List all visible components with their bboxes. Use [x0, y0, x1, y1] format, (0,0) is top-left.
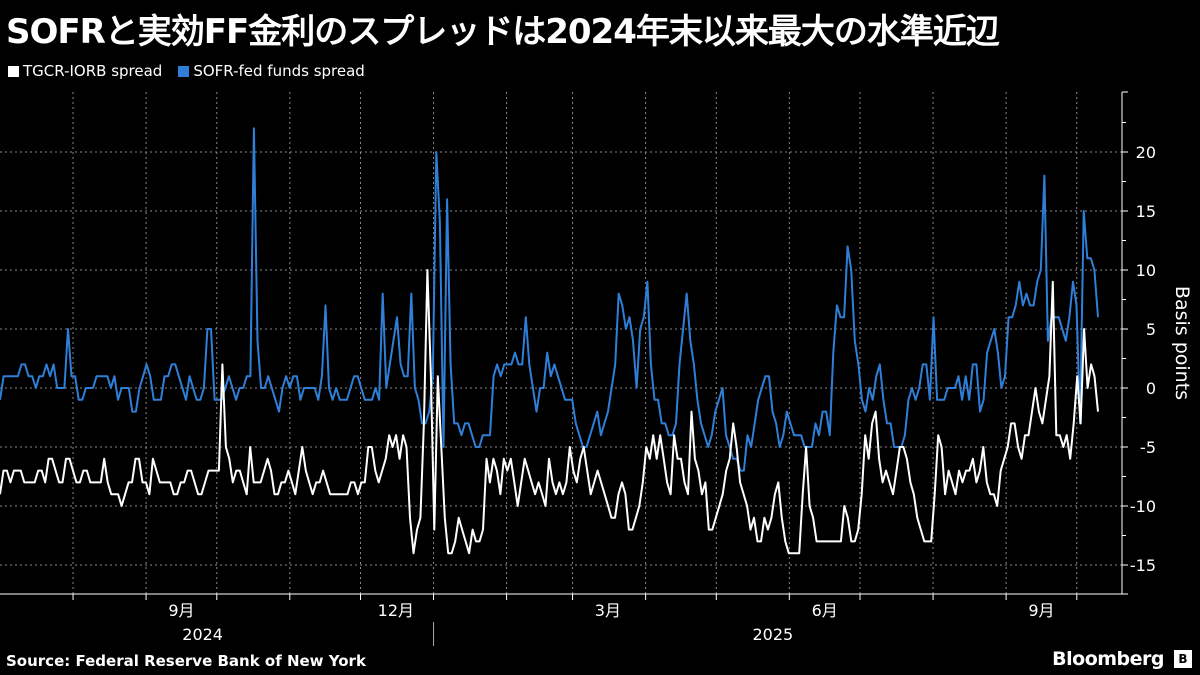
legend-swatch-tgcr — [8, 65, 19, 77]
y-axis-label: Basis points — [1171, 286, 1193, 400]
y-tick-label: 20 — [1136, 143, 1156, 162]
x-tick-label: 9月 — [1028, 601, 1054, 620]
x-tick-label: 9月 — [168, 601, 194, 620]
y-tick-label: -15 — [1130, 556, 1156, 575]
y-tick-label: 0 — [1146, 379, 1156, 398]
y-tick-label: 15 — [1136, 202, 1156, 221]
legend-label-sofr: SOFR-fed funds spread — [193, 62, 365, 80]
y-tick-label: 10 — [1136, 261, 1156, 280]
y-tick-label: -5 — [1140, 438, 1156, 457]
legend: TGCR-IORB spread SOFR-fed funds spread — [8, 62, 365, 80]
legend-label-tgcr: TGCR-IORB spread — [23, 62, 163, 80]
x-tick-label: 3月 — [595, 601, 621, 620]
series-line-sofr — [0, 127, 1099, 472]
legend-item-sofr: SOFR-fed funds spread — [178, 62, 365, 80]
legend-swatch-sofr — [178, 65, 190, 77]
x-year-label: 2025 — [752, 625, 793, 644]
series-line-tgcr — [0, 269, 1099, 555]
chart-title: SOFRと実効FF金利のスプレッドは2024年末以来最大の水準近辺 — [6, 12, 1000, 52]
bloomberg-mark-icon: B — [1174, 650, 1192, 668]
y-tick-label: -10 — [1130, 497, 1156, 516]
x-tick-label: 6月 — [812, 601, 838, 620]
legend-item-tgcr: TGCR-IORB spread — [8, 62, 162, 80]
y-tick-label: 5 — [1146, 320, 1156, 339]
x-tick-label: 12月 — [378, 601, 414, 620]
source-note: Source: Federal Reserve Bank of New York — [6, 652, 366, 670]
x-year-label: 2024 — [182, 625, 223, 644]
bloomberg-logo: Bloomberg — [1052, 648, 1164, 670]
